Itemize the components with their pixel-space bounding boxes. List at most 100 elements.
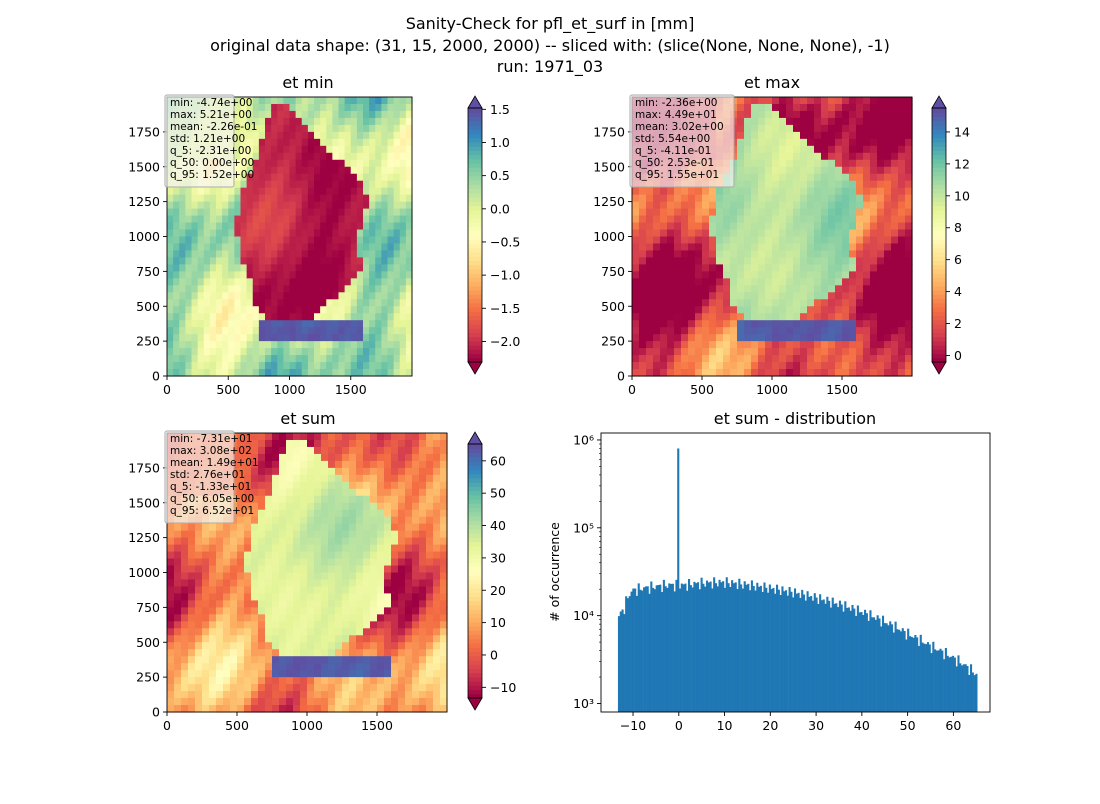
heatmap-cell (751, 153, 759, 161)
heatmap-cell (286, 593, 294, 601)
heatmap-cell (296, 264, 303, 272)
heatmap-cell (681, 292, 689, 300)
heatmap-cell (293, 510, 301, 518)
heatmap-cell (884, 237, 892, 245)
heatmap-cell (419, 454, 427, 462)
heatmap-cell (412, 698, 420, 706)
heatmap-cell (216, 334, 223, 342)
heatmap-cell (335, 531, 343, 539)
heatmap-cell (667, 209, 675, 217)
heatmap-cell (356, 566, 364, 574)
heatmap-cell (283, 292, 290, 300)
heatmap-cell (272, 545, 280, 553)
heatmap-cell (244, 642, 252, 650)
heatmap-cell (234, 216, 241, 224)
heatmap-cell (786, 223, 794, 231)
heatmap-cell (339, 299, 346, 307)
heatmap-cell (179, 334, 186, 342)
heatmap-cell (828, 320, 836, 328)
heatmap-cell (884, 174, 892, 182)
heatmap-cell (744, 334, 752, 342)
heatmap-cell (314, 146, 321, 154)
heatmap-cell (835, 369, 843, 377)
heatmap-cell (426, 579, 434, 587)
heatmap-cell (870, 97, 878, 105)
heatmap-cell (300, 670, 308, 678)
stat-q50: q_50: 2.53e-01 (635, 157, 714, 169)
colorbar-segment (468, 328, 482, 333)
heatmap-cell (898, 202, 906, 210)
heatmap-cell (237, 642, 245, 650)
heatmap-cell (363, 621, 371, 629)
colorbar-tick-label: 2 (954, 316, 962, 331)
heatmap-cell (800, 181, 808, 189)
heatmap-cell (433, 454, 441, 462)
heatmap-cell (891, 209, 899, 217)
heatmap-cell (259, 97, 266, 105)
heatmap-cell (391, 621, 399, 629)
heatmap-cell (342, 538, 350, 546)
heatmap-cell (758, 160, 766, 168)
heatmap-cell (898, 216, 906, 224)
heatmap-cell (230, 649, 238, 657)
heatmap-cell (210, 188, 217, 196)
heatmap-cell (394, 320, 401, 328)
heatmap-cell (259, 125, 266, 133)
heatmap-cell (181, 538, 189, 546)
heatmap-cell (271, 355, 278, 363)
heatmap-cell (307, 635, 315, 643)
heatmap-cell (192, 257, 199, 265)
heatmap-cell (234, 348, 241, 356)
heatmap-cell (821, 160, 829, 168)
heatmap-cell (363, 327, 370, 335)
heatmap-cell (192, 369, 199, 377)
heatmap-cell (279, 573, 287, 581)
heatmap-cell (300, 705, 308, 713)
heatmap-cell (244, 684, 252, 692)
heatmap-cell (356, 593, 364, 601)
heatmap-cell (688, 250, 696, 258)
heatmap-cell (223, 621, 231, 629)
heatmap-cell (702, 202, 710, 210)
heatmap-cell (786, 216, 794, 224)
stat-min: min: -4.74e+00 (170, 97, 252, 109)
heatmap-cell (363, 524, 371, 532)
heatmap-cell (286, 705, 294, 713)
heatmap-cell (314, 475, 322, 483)
heatmap-cell (204, 257, 211, 265)
heatmap-cell (335, 552, 343, 560)
heatmap-cell (259, 355, 266, 363)
heatmap-cell (328, 698, 336, 706)
heatmap-cell (209, 698, 217, 706)
heatmap-cell (793, 132, 801, 140)
heatmap-cell (765, 153, 773, 161)
heatmap-cell (842, 111, 850, 119)
heatmap-cell (381, 306, 388, 314)
heatmap-cell (188, 635, 196, 643)
heatmap-cell (877, 153, 885, 161)
heatmap-cell (192, 202, 199, 210)
heatmap-cell (744, 355, 752, 363)
heatmap-cell (744, 362, 752, 370)
heatmap-cell (247, 362, 254, 370)
heatmap-cell (179, 216, 186, 224)
heatmap-cell (277, 299, 284, 307)
heatmap-cell (192, 278, 199, 286)
heatmap-cell (856, 230, 864, 238)
heatmap-cell (849, 118, 857, 126)
heatmap-cell (272, 642, 280, 650)
heatmap-cell (342, 524, 350, 532)
heatmap-cell (779, 257, 787, 265)
heatmap-cell (293, 573, 301, 581)
heatmap-cell (391, 573, 399, 581)
heatmap-cell (335, 545, 343, 553)
colorbar-tick-label: −1.5 (490, 301, 520, 316)
heatmap-cell (835, 160, 843, 168)
heatmap-cell (384, 559, 392, 567)
heatmap-cell (835, 111, 843, 119)
heatmap-cell (314, 538, 322, 546)
heatmap-cell (849, 195, 857, 203)
heatmap-cell (271, 257, 278, 265)
heatmap-cell (744, 320, 752, 328)
heatmap-cell (279, 510, 287, 518)
